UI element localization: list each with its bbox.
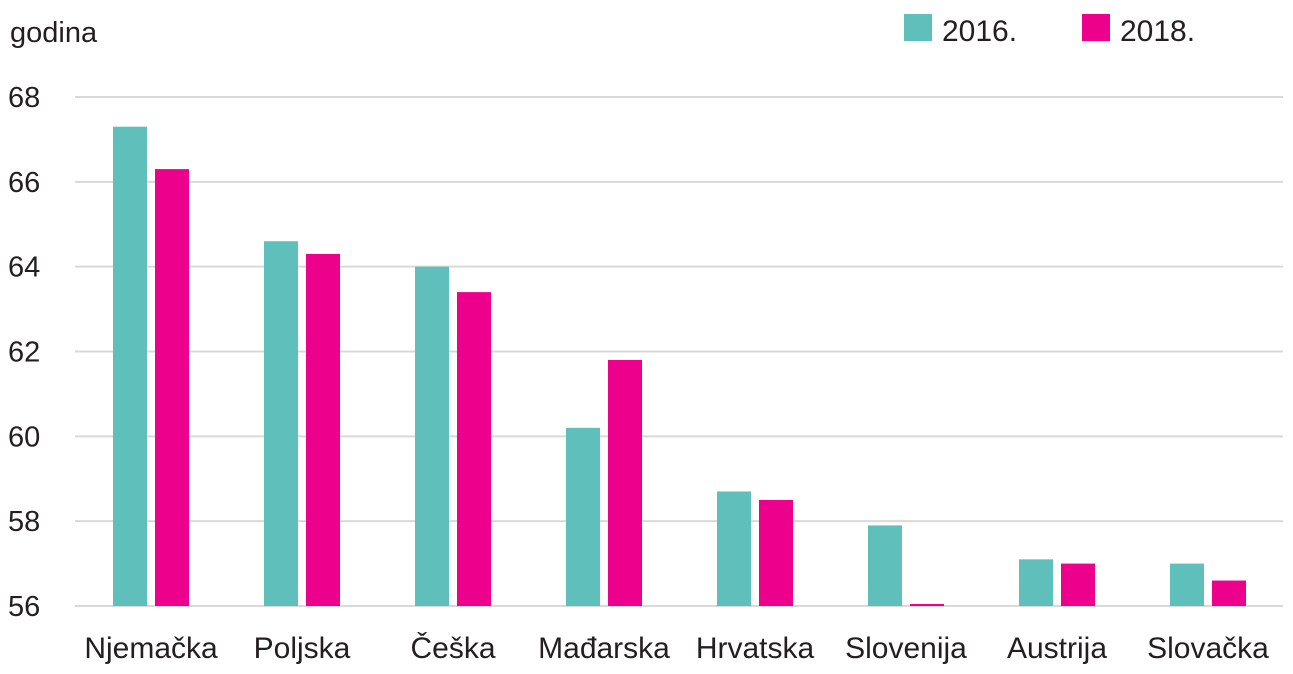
bar [306,253,340,607]
y-tick-label: 64 [8,252,40,284]
y-tick-label: 66 [8,167,40,199]
bar [1170,563,1204,606]
category-label: Slovačka [1147,632,1269,665]
category-label: Poljska [254,632,351,665]
y-tick-labels: 56 58 60 62 64 66 68 [8,82,40,623]
bars [113,126,1246,607]
category-label: Mađarska [538,632,670,665]
y-axis-unit-label: godina [10,17,98,49]
bar [264,241,298,606]
bar [608,359,642,606]
category-label: Njemačka [84,632,218,665]
y-tick-label: 60 [8,421,40,453]
bar [759,499,793,606]
y-tick-label: 56 [8,591,40,623]
bar [457,292,491,606]
legend-label: 2018. [1120,15,1195,48]
bar [1019,559,1053,606]
bar [717,491,751,606]
category-label: Hrvatska [696,632,815,665]
bar [868,525,902,606]
bar [113,126,147,607]
legend-swatch [904,14,932,41]
legend-label: 2016. [942,15,1017,48]
bar [1061,563,1095,606]
category-label: Slovenija [845,632,967,665]
category-label: Austrija [1007,632,1107,665]
bar [415,266,449,606]
bar [155,169,189,606]
bar [910,604,944,606]
bar [566,427,600,606]
y-tick-label: 68 [8,82,40,114]
y-tick-label: 62 [8,337,40,369]
legend: 2016. 2018. [904,14,1195,48]
y-tick-label: 58 [8,506,40,538]
legend-swatch [1082,14,1110,41]
gridlines [75,96,1283,607]
bar [1212,580,1246,606]
category-labels: Njemačka Poljska Češka Mađarska Hrvatska Slov… [84,631,1269,665]
category-label: Češka [410,631,495,665]
